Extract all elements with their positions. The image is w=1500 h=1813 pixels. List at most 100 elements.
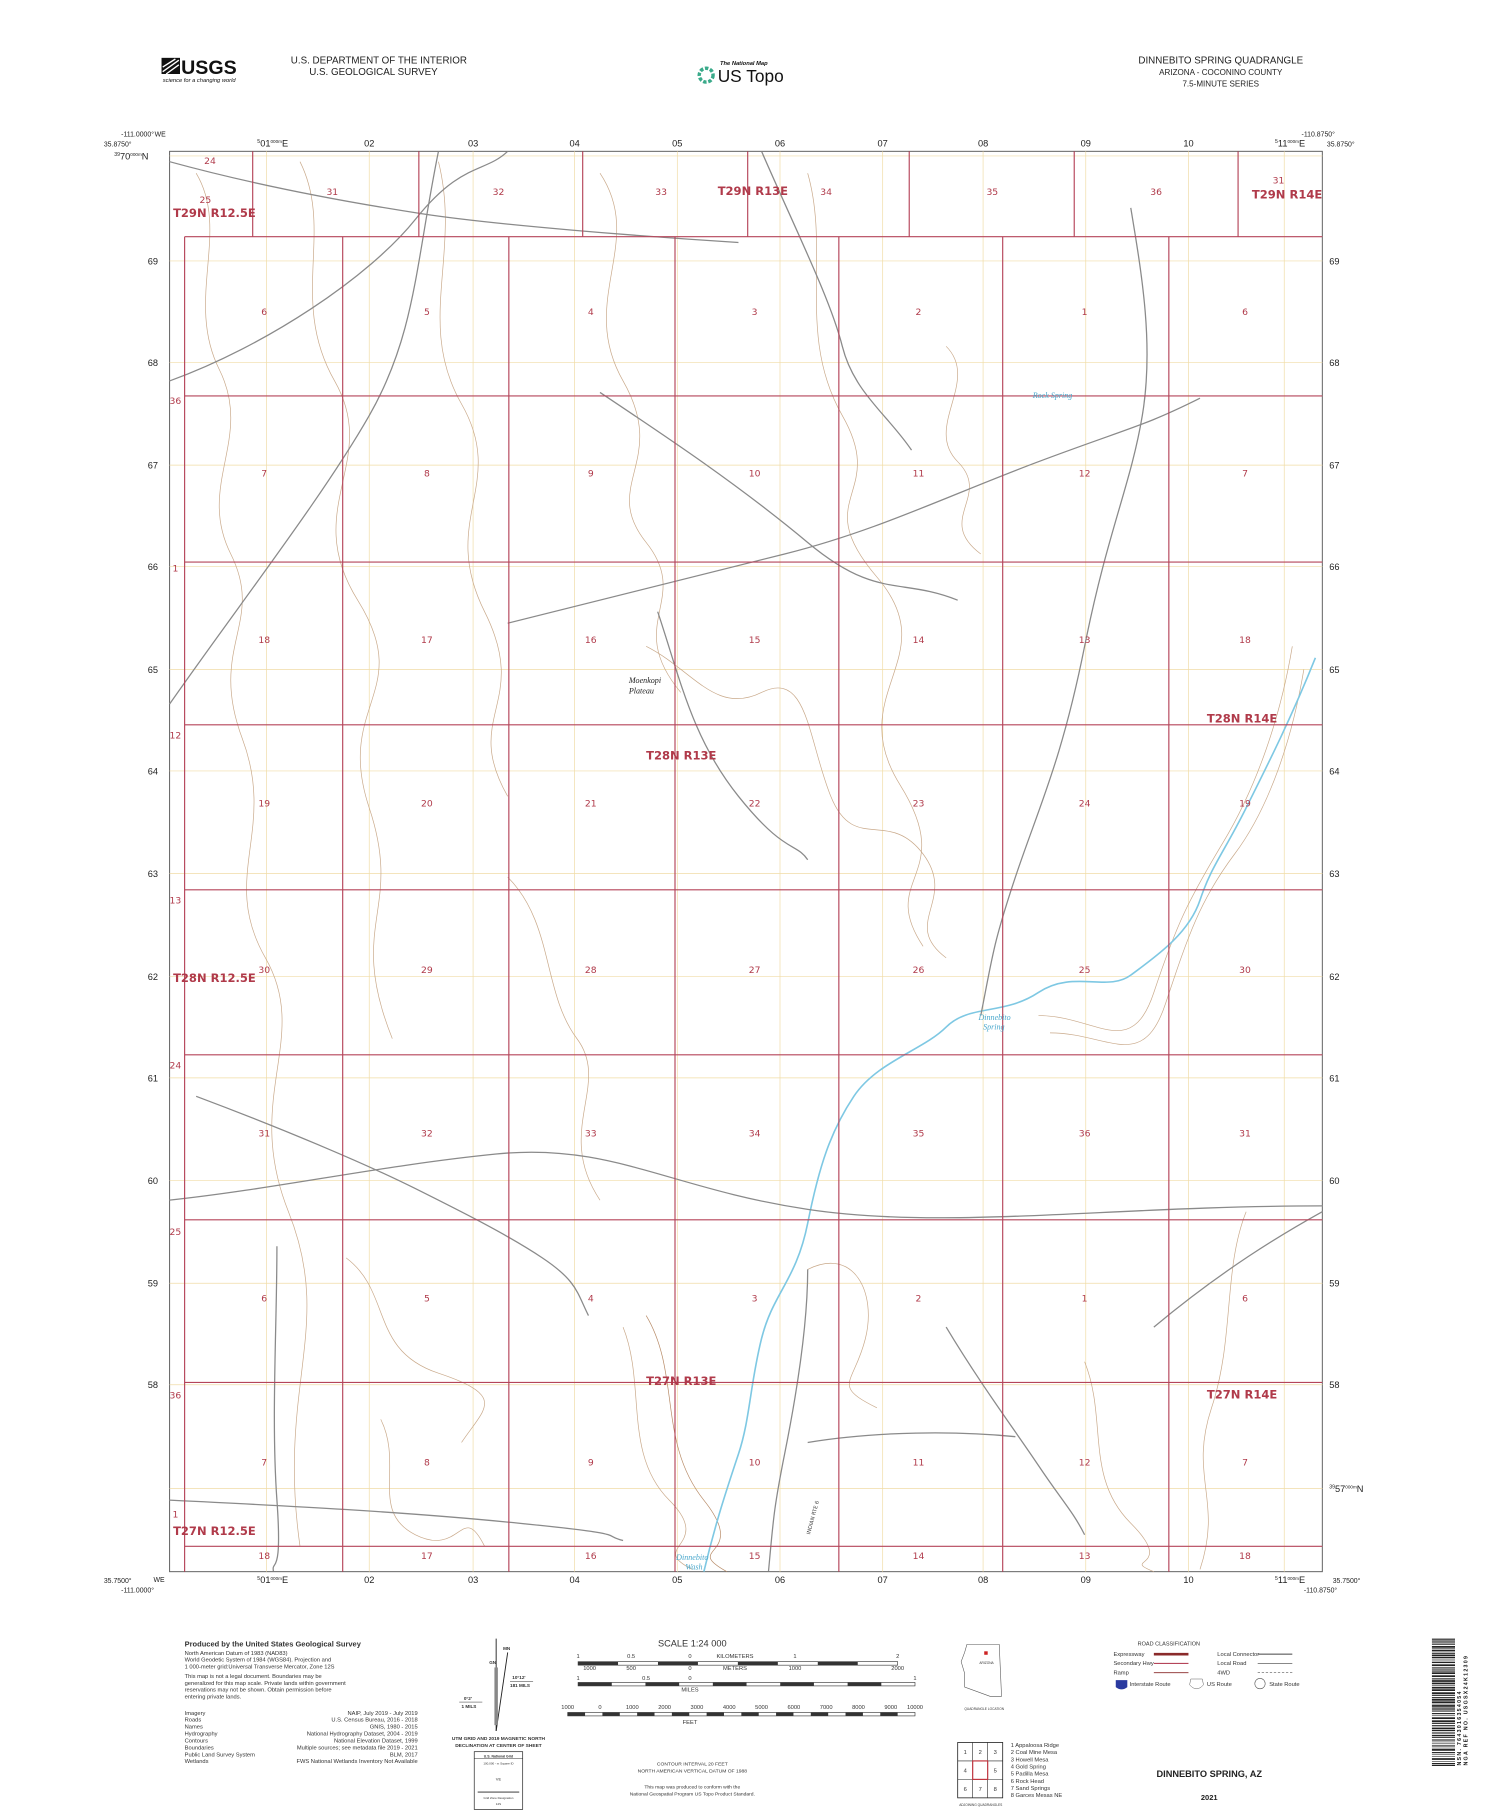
barcode-bar (1431, 1701, 1455, 1704)
section-number: 9 (588, 469, 594, 480)
northing-label: 58 (148, 1380, 158, 1390)
northing-label: 66 (1329, 562, 1339, 572)
quad-name-bottom: DINNEBITO SPRING, AZ (1156, 1769, 1262, 1779)
scale-title: SCALE 1:24 000 (658, 1639, 727, 1649)
adjoining-quad-name: 7 Sand Springs (1011, 1786, 1050, 1792)
scale-bar-segment (637, 1712, 655, 1716)
contour-lines (195, 161, 1305, 1573)
road-class-left: Secondary Hwy (1113, 1661, 1153, 1667)
easting-label: 10 (1183, 1575, 1193, 1585)
scale-bar-segment (657, 1661, 698, 1666)
northing-label: 65 (148, 665, 158, 675)
section-number: 31 (1239, 1129, 1251, 1140)
scale-tick-label: 0.5 (642, 1676, 650, 1682)
shield-label: Interstate Route (1130, 1682, 1171, 1688)
section-number: 25 (200, 195, 212, 206)
northing-label: 62 (1329, 972, 1339, 982)
section-number: 23 (913, 799, 925, 810)
nw-longitude: -111.0000° (121, 130, 154, 138)
scale-tick-label: 8000 (852, 1705, 865, 1711)
northing-label: 68 (148, 358, 158, 368)
barcode-bar (1431, 1675, 1455, 1678)
grid-square-id: VE (496, 1777, 502, 1782)
legal-line: entering private lands. (185, 1695, 242, 1701)
section-number: 20 (421, 799, 433, 810)
adjoining-cell-number: 4 (964, 1768, 968, 1774)
scale-tick-label: 9000 (884, 1705, 897, 1711)
barcode-bar (1431, 1725, 1455, 1727)
dinnebito-wash-stream (703, 657, 1317, 1572)
scale-bar-segment (847, 1682, 882, 1686)
barcode-bar (1431, 1705, 1455, 1707)
se-latitude: 35.7500° (1333, 1577, 1361, 1585)
section-number: 12 (1079, 469, 1091, 480)
edition-year: 2021 (1201, 1793, 1218, 1802)
credit-key: Roads (185, 1718, 202, 1724)
township-label: T29N R14E (1252, 188, 1322, 202)
section-number: 34 (749, 1129, 761, 1140)
adjoining-cell-number: 6 (964, 1787, 967, 1793)
legal-line: generalized for this map scale. Private … (185, 1681, 346, 1687)
corner-labels: -111.0000° 35.8750° -110.8750° 35.8750° … (104, 130, 1361, 1594)
barcode-bar (1431, 1678, 1455, 1680)
legal-line: This map is not a legal document. Bounda… (185, 1674, 322, 1680)
road-classification-legend: ROAD CLASSIFICATION Expressway Local Conn… (1113, 1642, 1300, 1690)
township-label: T27N R12.5E (173, 1524, 256, 1538)
section-number: 35 (986, 187, 998, 198)
scale-tick-label: 1000 (561, 1705, 574, 1711)
barcode-bar (1431, 1749, 1455, 1751)
section-number: 17 (421, 1551, 433, 1562)
scale-bar-segment (845, 1712, 863, 1716)
quad-location-label: QUADRANGLE LOCATION (964, 1707, 1004, 1711)
section-number: 18 (258, 1551, 270, 1562)
section-number: 2 (916, 307, 922, 318)
scale-tick-label: 0.5 (627, 1654, 635, 1660)
place-dinnebito-wash-1: Dinnebito (675, 1553, 708, 1562)
northing-main: 57 (1335, 1484, 1345, 1494)
place-dinnebito-spring-1: Dinnebito (977, 1013, 1010, 1022)
section-number: 14 (913, 635, 925, 646)
section-number: 3 (752, 1294, 758, 1305)
section-number: 28 (585, 965, 597, 976)
section-number: 1 (172, 1509, 178, 1520)
section-number: 31 (258, 1129, 270, 1140)
scale-bar-segment (706, 1712, 724, 1716)
map-frame (169, 150, 1323, 1573)
section-number: 8 (424, 469, 430, 480)
section-number: 19 (258, 799, 270, 810)
credit-key: Imagery (185, 1711, 206, 1717)
scale-tick-label: 10000 (907, 1705, 923, 1711)
datum-line: North American Datum of 1983 (NAD83) (185, 1651, 288, 1657)
credit-key: Public Land Survey System (185, 1752, 256, 1758)
mn-label: MN (503, 1646, 511, 1651)
barcode-bar (1431, 1720, 1455, 1723)
scale-bar-segment (776, 1712, 794, 1716)
section-number: 6 (261, 1294, 267, 1305)
barcode-bar (1431, 1761, 1455, 1762)
adjoining-quad-name: 1 Appaloosa Ridge (1011, 1743, 1059, 1749)
credit-value: NAIP, July 2019 - July 2019 (347, 1711, 417, 1717)
barcode-bar (1431, 1752, 1455, 1754)
section-number: 13 (170, 896, 182, 907)
section-number: 16 (585, 635, 597, 646)
adjoining-quad-name: 6 Rock Head (1011, 1779, 1044, 1785)
road-class-right: Local Road (1217, 1661, 1246, 1667)
northing-label-full: 3970000mN (114, 151, 148, 161)
section-number: 18 (1239, 635, 1251, 646)
barcode-bar (1431, 1764, 1455, 1766)
state-county: ARIZONA - COCONINO COUNTY (1159, 68, 1283, 77)
adjoining-quad-name: 3 Howell Mesa (1011, 1757, 1050, 1763)
footer: Produced by the United States Geological… (185, 1638, 1470, 1810)
section-number: 4 (588, 307, 594, 318)
scale-tick-label: 1 (576, 1676, 579, 1682)
barcode-bar (1431, 1754, 1455, 1756)
section-number: 21 (585, 799, 597, 810)
easting-label: 09 (1081, 1575, 1091, 1585)
section-number: 25 (1079, 965, 1091, 976)
shield-label: US Route (1207, 1682, 1232, 1688)
easting-label: 03 (468, 1575, 478, 1585)
section-number: 22 (749, 799, 761, 810)
scale-tick-label: 0 (688, 1666, 691, 1672)
